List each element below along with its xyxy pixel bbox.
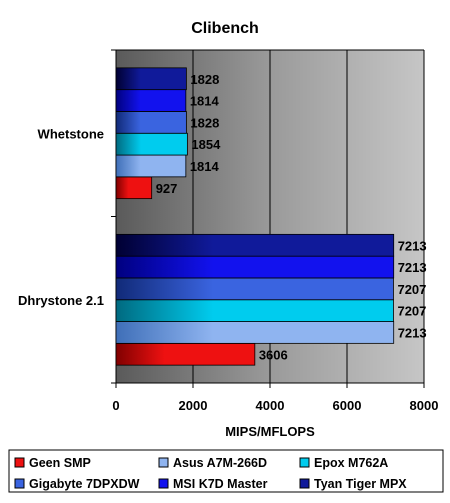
legend-label-asus-a7m-266d: Asus A7M-266D (173, 456, 267, 470)
bar-dhrystone-2-1-geen-smp (115, 342, 256, 366)
x-axis-label: MIPS/MFLOPS (225, 424, 315, 439)
data-label-whetstone-msi-k7d-master: 1814 (190, 94, 220, 109)
data-label-dhrystone-2-1-geen-smp: 3606 (259, 347, 288, 362)
legend-swatch-geen-smp (14, 457, 25, 468)
data-label-dhrystone-2-1-msi-k7d-master: 7213 (398, 260, 427, 275)
x-tick-label-8000: 8000 (410, 398, 439, 413)
bar-whetstone-gigabyte-7dpxdw (115, 111, 187, 134)
legend-swatch-tyan-tiger-mpx (299, 478, 310, 489)
data-label-dhrystone-2-1-epox-m762a: 7207 (397, 304, 426, 319)
data-label-whetstone-gigabyte-7dpxdw: 1828 (190, 115, 219, 130)
data-label-whetstone-asus-a7m-266d: 1814 (190, 159, 220, 174)
bar-whetstone-tyan-tiger-mpx (115, 67, 187, 91)
bar-whetstone-msi-k7d-master (115, 89, 187, 112)
bar-whetstone-asus-a7m-266d (115, 154, 187, 178)
data-label-dhrystone-2-1-gigabyte-7dpxdw: 7207 (397, 282, 426, 297)
legend-swatch-msi-k7d-master (158, 478, 169, 489)
legend-swatch-asus-a7m-266d (158, 457, 169, 468)
x-tick-label-2000: 2000 (179, 398, 208, 413)
bar-dhrystone-2-1-epox-m762a (115, 299, 394, 322)
chart-title: Clibench (191, 20, 259, 37)
legend-box (8, 449, 444, 493)
x-tick-label-6000: 6000 (333, 398, 362, 413)
legend-label-tyan-tiger-mpx: Tyan Tiger MPX (314, 477, 407, 491)
bar-whetstone-epox-m762a (115, 132, 188, 156)
data-label-dhrystone-2-1-asus-a7m-266d: 7213 (398, 325, 427, 340)
data-label-whetstone-tyan-tiger-mpx: 1828 (190, 72, 219, 87)
legend-label-geen-smp: Geen SMP (29, 456, 91, 470)
x-tick-label-0: 0 (112, 398, 119, 413)
bar-whetstone-geen-smp (115, 176, 153, 200)
legend-label-gigabyte-7dpxdw: Gigabyte 7DPXDW (29, 477, 140, 491)
data-label-whetstone-epox-m762a: 1854 (191, 137, 221, 152)
legend-swatch-gigabyte-7dpxdw (14, 478, 25, 489)
legend-swatch-epox-m762a (299, 457, 310, 468)
bar-dhrystone-2-1-msi-k7d-master (115, 255, 395, 279)
data-label-dhrystone-2-1-tyan-tiger-mpx: 7213 (398, 238, 427, 253)
bar-dhrystone-2-1-asus-a7m-266d (115, 321, 395, 344)
y-category-label-whetstone: Whetstone (38, 126, 104, 141)
y-category-label-dhrystone-2-1: Dhrystone 2.1 (18, 293, 104, 308)
data-label-whetstone-geen-smp: 927 (156, 181, 178, 196)
legend-label-epox-m762a: Epox M762A (314, 456, 388, 470)
x-tick-label-4000: 4000 (256, 398, 285, 413)
bar-dhrystone-2-1-gigabyte-7dpxdw (115, 277, 394, 301)
bar-dhrystone-2-1-tyan-tiger-mpx (115, 233, 395, 257)
legend-label-msi-k7d-master: MSI K7D Master (173, 477, 268, 491)
